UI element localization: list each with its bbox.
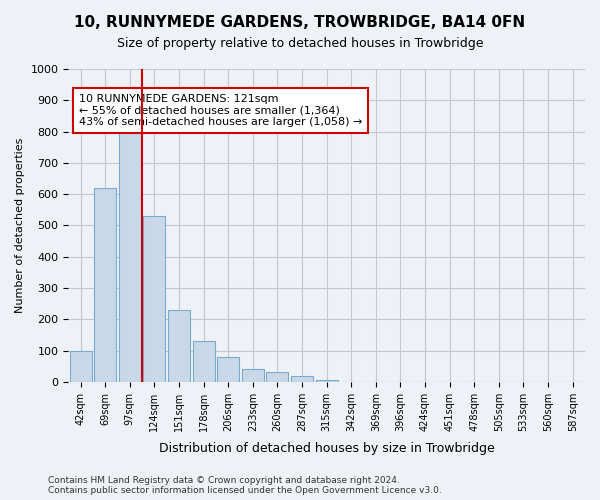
Text: 10, RUNNYMEDE GARDENS, TROWBRIDGE, BA14 0FN: 10, RUNNYMEDE GARDENS, TROWBRIDGE, BA14 … [74,15,526,30]
Y-axis label: Number of detached properties: Number of detached properties [15,138,25,313]
Bar [266,372,289,382]
Bar [242,370,264,382]
Text: Contains HM Land Registry data © Crown copyright and database right 2024.
Contai: Contains HM Land Registry data © Crown c… [48,476,442,495]
Bar [94,188,116,382]
Text: Size of property relative to detached houses in Trowbridge: Size of property relative to detached ho… [117,38,483,51]
X-axis label: Distribution of detached houses by size in Trowbridge: Distribution of detached houses by size … [159,442,494,455]
Bar [70,350,92,382]
Bar [291,376,313,382]
Bar [316,380,338,382]
Bar [143,216,166,382]
Text: 10 RUNNYMEDE GARDENS: 121sqm
← 55% of detached houses are smaller (1,364)
43% of: 10 RUNNYMEDE GARDENS: 121sqm ← 55% of de… [79,94,362,127]
Bar [217,357,239,382]
Bar [119,132,141,382]
Bar [193,341,215,382]
Bar [168,310,190,382]
